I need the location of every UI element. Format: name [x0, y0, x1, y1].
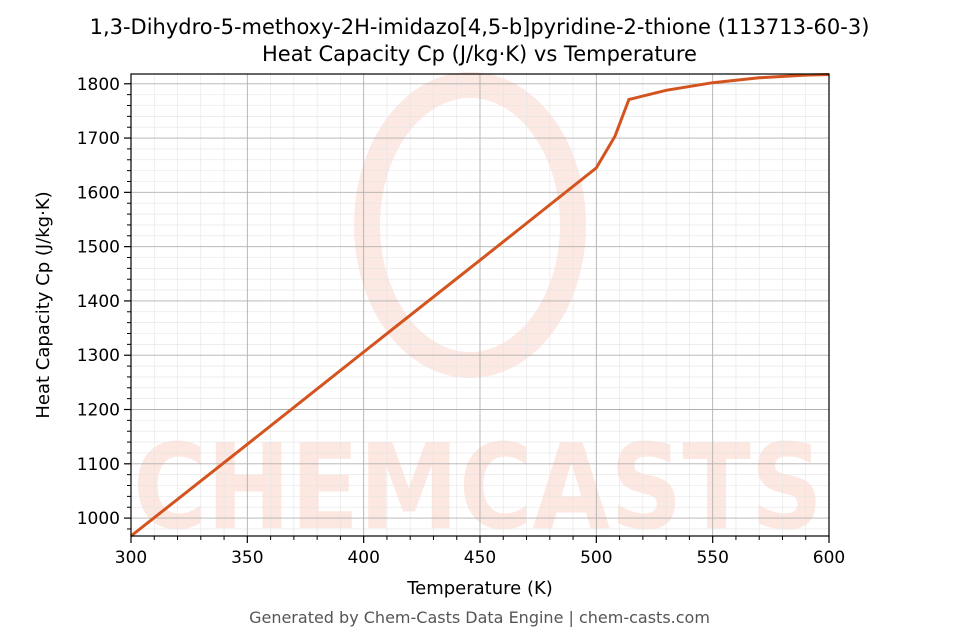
chart-canvas: CHEMCASTS 300 350 400 450 500 550 600 1000 1100 1… [33, 72, 845, 599]
chart-subtitle: Heat Capacity Cp (J/kg·K) vs Temperature [262, 42, 697, 66]
y-tick-label: 1400 [77, 292, 120, 312]
footer-credit: Generated by Chem-Casts Data Engine | ch… [249, 608, 710, 627]
watermark-text: CHEMCASTS [133, 418, 823, 556]
y-axis-label: Heat Capacity Cp (J/kg·K) [33, 191, 54, 418]
y-tick-label: 1700 [77, 129, 120, 149]
x-axis-label: Temperature (K) [406, 578, 553, 599]
y-tick-label: 1300 [77, 346, 120, 366]
chart-title: 1,3-Dihydro-5-methoxy-2H-imidazo[4,5-b]p… [89, 15, 870, 39]
x-tick-label: 500 [580, 548, 612, 568]
x-tick-label: 450 [464, 548, 496, 568]
y-tick-label: 1800 [77, 75, 120, 95]
y-tick-label: 1000 [77, 509, 120, 529]
y-tick-label: 1600 [77, 183, 120, 203]
x-tick-label: 400 [347, 548, 379, 568]
y-tick-label: 1100 [77, 455, 120, 475]
x-tick-label: 550 [696, 548, 728, 568]
x-tick-label: 300 [115, 548, 147, 568]
y-tick-label: 1200 [77, 401, 120, 421]
y-tick-label: 1500 [77, 238, 120, 258]
x-tick-label: 350 [231, 548, 263, 568]
axis-ticks: 300 350 400 450 500 550 600 1000 1100 1200 1300 140… [77, 75, 845, 568]
x-tick-label: 600 [813, 548, 845, 568]
series-line-heat-capacity [130, 73, 830, 538]
